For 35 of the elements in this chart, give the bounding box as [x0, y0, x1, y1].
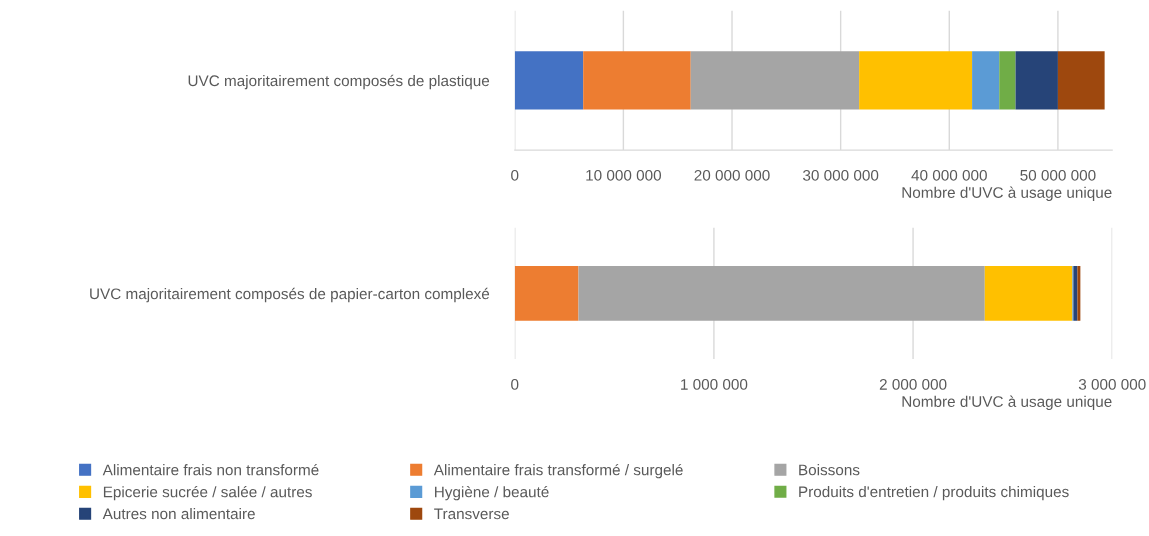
legend-label: Boissons — [799, 464, 860, 476]
bar — [690, 51, 860, 110]
x-tick-label: 1 000 000 — [681, 378, 748, 390]
legend-label: Hygiène / beauté — [435, 485, 549, 501]
bar — [1057, 51, 1105, 110]
bar — [1015, 51, 1058, 110]
x-tick-label: 20 000 000 — [694, 169, 770, 181]
x-tick-label: 2 000 000 — [879, 378, 947, 390]
x-tick-label: 0 — [511, 378, 519, 390]
bar — [972, 51, 1000, 110]
x-tick-label: 3 000 000 — [1078, 378, 1146, 390]
x-axis-title: Nombre d'UVC à usage unique — [902, 395, 1112, 410]
legend-label: Alimentaire frais transformé / surgelé — [433, 463, 683, 479]
x-tick-label: 40 000 000 — [911, 169, 987, 181]
y-tick-label: UVC majoritairement composés de papier-carton complexé — [90, 287, 490, 303]
x-tick-label: 50 000 000 — [1020, 169, 1096, 181]
bar — [583, 51, 691, 110]
legend-label: Produits d'entretien / produits chimiques — [799, 485, 1069, 501]
bar — [984, 266, 1073, 321]
legend-label: Autres non alimentaire — [102, 508, 255, 520]
legend-label: Alimentaire frais non transformé — [102, 463, 319, 476]
bar — [1077, 266, 1081, 321]
x-axis-title: Nombre d'UVC à usage unique — [902, 186, 1112, 201]
legend-label: Transverse — [434, 508, 509, 520]
bar — [859, 51, 973, 110]
bar — [578, 266, 985, 321]
legend-label: Epicerie sucrée / salée / autres — [103, 485, 312, 501]
y-tick-label: UVC majoritairement composés de plastique — [188, 74, 490, 90]
bar — [514, 51, 584, 110]
bar — [999, 51, 1016, 110]
x-tick-label: 30 000 000 — [803, 169, 879, 181]
bar — [514, 266, 579, 321]
bar — [1073, 266, 1078, 321]
x-tick-label: 10 000 000 — [586, 169, 662, 181]
x-tick-label: 0 — [511, 169, 519, 181]
